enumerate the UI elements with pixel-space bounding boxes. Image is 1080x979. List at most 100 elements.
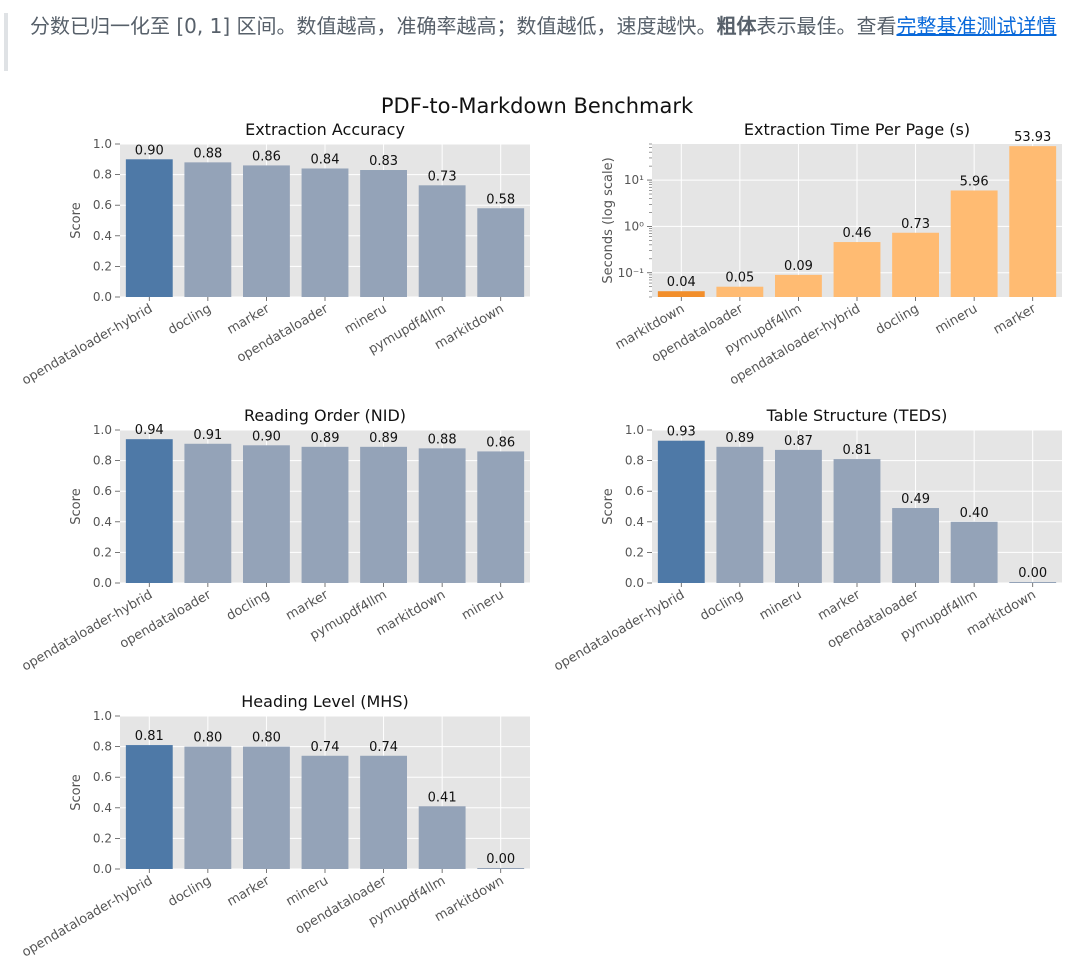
y-tick-label: 0.2: [625, 545, 644, 559]
data-label: 0.91: [193, 428, 222, 443]
data-label: 0.89: [311, 431, 340, 446]
note-text-mid: 表示最佳。查看: [756, 14, 897, 38]
x-tick-label: marker: [225, 873, 273, 910]
y-tick-label: 0.6: [93, 198, 112, 212]
bar-opendataloader: [184, 443, 232, 583]
chart-heading-level-mhs-: 0.0 0.2 0.4 0.6 0.8 1.0 0.81 opendataloader-hyb…: [20, 692, 530, 961]
chart-title: Extraction Time Per Page (s): [744, 120, 970, 139]
y-tick-label: 10⁻¹: [618, 266, 645, 280]
y-tick-label: 0.0: [625, 576, 644, 590]
chart-extraction-time-per-page-s-: 10⁻¹10⁰10¹0.04markitdown0.05opendataload…: [601, 120, 1062, 389]
data-label: 0.49: [901, 492, 930, 507]
bar-opendataloader-hybrid: [833, 242, 881, 297]
y-tick-label: 10⁰: [624, 219, 644, 233]
chart-table-structure-teds-: 0.0 0.2 0.4 0.6 0.8 1.0 0.93 opendataloader-hyb…: [552, 406, 1062, 675]
data-label: 0.93: [667, 425, 696, 440]
y-tick-label: 0.4: [93, 515, 112, 529]
data-label: 0.83: [369, 154, 398, 169]
bar-mineru: [477, 451, 525, 583]
data-label: 0.40: [960, 506, 989, 521]
data-label: 0.46: [843, 226, 872, 241]
bar-marker: [243, 165, 290, 297]
chart-title: Reading Order (NID): [244, 406, 406, 425]
y-tick-label: 0.6: [93, 484, 112, 498]
x-tick-label: mineru: [342, 301, 389, 337]
y-tick-label: 1.0: [93, 423, 112, 437]
bar-docling: [716, 446, 764, 583]
y-tick-label: 0.4: [93, 229, 112, 243]
data-label: 0.88: [428, 432, 457, 447]
figure-title: PDF-to-Markdown Benchmark: [381, 94, 694, 118]
bar-mineru: [360, 170, 407, 297]
x-tick-label: marker: [283, 587, 331, 624]
x-tick-label: docling: [698, 587, 746, 624]
y-axis-label: Score: [69, 774, 84, 810]
chart-reading-order-nid-: 0.00.20.40.60.81.0 0.94opendataloader-hyb…: [20, 406, 530, 675]
x-tick-label: marker: [991, 301, 1039, 338]
bar-docling: [184, 746, 232, 869]
bar-pymupdf4llm: [418, 806, 466, 869]
bar-opendataloader-hybrid: [125, 745, 173, 869]
y-tick-label: 0.2: [93, 259, 112, 273]
chart-title: Extraction Accuracy: [245, 120, 405, 139]
bar-marker: [833, 459, 881, 583]
bar-markitdown: [418, 448, 466, 583]
data-label: 0.86: [252, 149, 281, 164]
data-label: 0.90: [135, 143, 164, 158]
x-tick-label: docling: [873, 301, 921, 338]
y-tick-label: 0.0: [93, 290, 112, 304]
note-text-before: 分数已归一化至 [0, 1] 区间。数值越高，准确率越高；数值越低，速度越快。: [30, 14, 717, 38]
x-tick-label: marker: [225, 301, 273, 338]
bar-mineru: [301, 755, 349, 869]
x-tick-label: mineru: [459, 587, 506, 623]
data-label: 0.41: [428, 790, 457, 805]
x-tick-label: mineru: [933, 301, 980, 337]
data-label: 0.94: [135, 423, 164, 438]
benchmark-details-link[interactable]: 完整基准测试详情: [896, 14, 1057, 38]
chart-title: Heading Level (MHS): [241, 692, 408, 711]
x-tick-label: mineru: [757, 587, 804, 623]
bar-mineru: [775, 449, 822, 583]
bar-markitdown: [657, 291, 705, 297]
chart-extraction-accuracy: 0.0 0.2 0.4 0.6 0.8 1.0 0.90 opendataloader-hyb…: [20, 120, 530, 389]
bar-opendataloader-hybrid: [125, 439, 173, 583]
y-tick-label: 0.2: [93, 545, 112, 559]
bar-docling: [892, 232, 939, 297]
y-tick-label: 0.6: [93, 770, 112, 784]
x-tick-label: opendataloader-hybrid: [20, 873, 156, 960]
data-label: 0.80: [252, 731, 281, 746]
bar-opendataloader: [301, 168, 349, 297]
data-label: 0.73: [428, 169, 457, 184]
data-label: 0.81: [843, 443, 872, 458]
bar-opendataloader: [360, 755, 407, 869]
bar-pymupdf4llm: [360, 446, 407, 583]
note-bold: 粗体: [716, 14, 757, 38]
y-tick-label: 1.0: [93, 137, 112, 151]
y-axis-label: Score: [69, 488, 84, 524]
chart-title: Table Structure (TEDS): [766, 406, 948, 425]
data-label: 0.89: [369, 431, 398, 446]
x-tick-label: docling: [224, 587, 272, 624]
data-label: 0.74: [311, 740, 340, 755]
y-tick-label: 1.0: [93, 709, 112, 723]
info-note: 分数已归一化至 [0, 1] 区间。数值越高，准确率越高；数值越低，速度越快。粗…: [0, 0, 1080, 80]
data-label: 0.80: [193, 731, 222, 746]
bar-markitdown: [477, 208, 525, 297]
quote-bar: [4, 13, 8, 71]
data-label: 0.86: [486, 435, 515, 450]
y-tick-label: 0.8: [625, 454, 644, 468]
y-tick-label: 0.0: [93, 862, 112, 876]
bar-pymupdf4llm: [775, 274, 822, 297]
y-tick-label: 0.2: [93, 831, 112, 845]
y-tick-label: 0.4: [625, 515, 644, 529]
bar-mineru: [950, 190, 998, 297]
data-label: 0.05: [725, 271, 754, 286]
data-label: 0.81: [135, 729, 164, 744]
data-label: 0.04: [667, 275, 696, 290]
data-label: 0.90: [252, 429, 281, 444]
x-tick-label: opendataloader-hybrid: [20, 301, 156, 388]
x-tick-label: docling: [166, 301, 214, 338]
data-label: 0.09: [784, 259, 813, 274]
bar-markitdown: [1009, 582, 1057, 583]
data-label: 0.74: [369, 740, 398, 755]
